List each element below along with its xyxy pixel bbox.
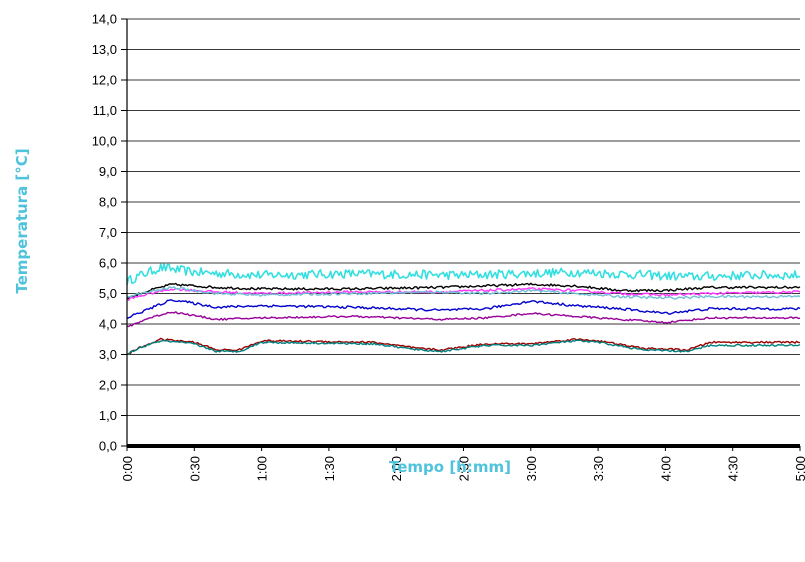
series-line-8 xyxy=(126,339,801,356)
y-tick-label: 6,0 xyxy=(99,256,117,271)
x-tick-label: 4:30 xyxy=(726,456,741,481)
y-tick-labels: 0,0 1,0 2,0 3,0 4,0 5,0 6,0 7,0 8,0 9,0 10,0 11,0 12… xyxy=(92,12,117,454)
series-line-4 xyxy=(126,286,801,300)
series-line-1 xyxy=(126,263,801,286)
x-tick-labels: 0:00 0:30 1:00 1:30 2:00 2:30 3:00 3:30 4:00 4:30… xyxy=(120,456,805,481)
y-tick-label: 9,0 xyxy=(99,164,117,179)
x-tick-label: 3:00 xyxy=(524,456,539,481)
y-tick-label: 7,0 xyxy=(99,225,117,240)
y-tick-label: 14,0 xyxy=(92,12,117,27)
x-tick-label: 0:30 xyxy=(187,456,202,481)
x-tick-label: 2:00 xyxy=(389,456,404,481)
x-tick-label: 2:30 xyxy=(457,456,472,481)
y-tick-label: 0,0 xyxy=(99,439,117,454)
y-tick-label: 10,0 xyxy=(92,134,117,149)
x-tick-label: 3:30 xyxy=(591,456,606,481)
y-tick-label: 3,0 xyxy=(99,347,117,362)
y-tick-label: 11,0 xyxy=(93,103,117,118)
y-tick-label: 5,0 xyxy=(99,286,117,301)
x-axis-title: Tempo [h:mm] xyxy=(389,458,511,476)
y-tick-label: 2,0 xyxy=(99,378,117,393)
series-lines xyxy=(126,263,801,356)
x-tick-label: 5:00 xyxy=(793,456,805,481)
x-tick-label: 1:30 xyxy=(322,456,337,481)
x-tick-label: 1:00 xyxy=(255,456,270,481)
y-tick-label: 1,0 xyxy=(99,408,117,423)
y-tick-label: 4,0 xyxy=(99,317,117,332)
series-line-2 xyxy=(126,282,801,300)
series-line-6 xyxy=(126,311,801,328)
x-tick-label: 4:00 xyxy=(658,456,673,481)
y-tick-label: 13,0 xyxy=(92,42,117,57)
series-line-5 xyxy=(126,299,801,319)
x-tick-label: 0:00 xyxy=(120,456,135,481)
axes xyxy=(121,18,801,451)
series-line-7 xyxy=(126,337,801,356)
y-tick-label: 8,0 xyxy=(99,195,117,210)
y-tick-label: 12,0 xyxy=(92,73,117,88)
gridlines xyxy=(127,18,800,416)
y-axis-title: Temperatura [°C] xyxy=(13,148,31,293)
